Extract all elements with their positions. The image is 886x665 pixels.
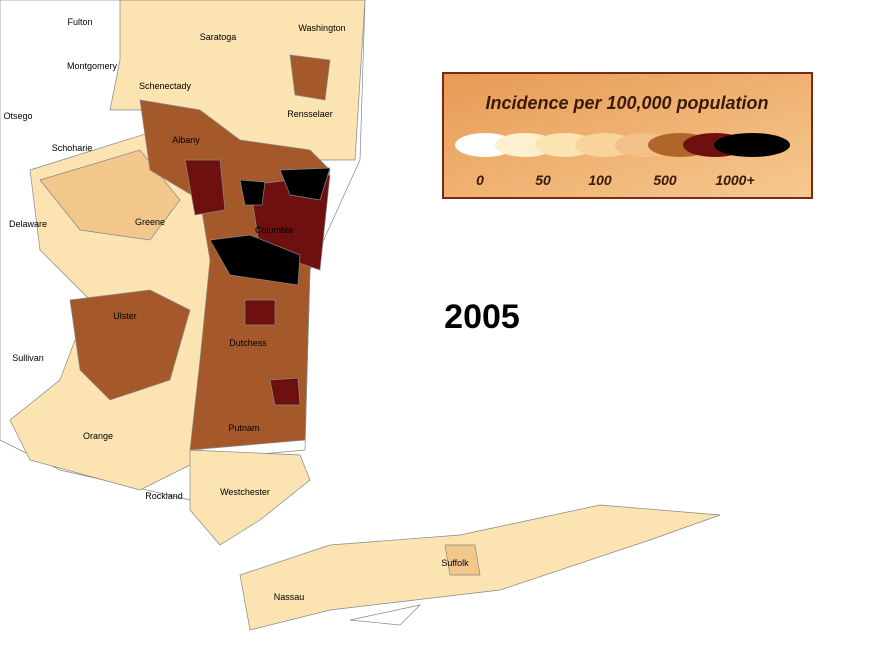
county-label: Albany bbox=[172, 135, 200, 145]
county-label: Columbia bbox=[255, 225, 293, 235]
county-label: Washington bbox=[298, 23, 345, 33]
county-label: Greene bbox=[135, 217, 165, 227]
legend-label: 50 bbox=[535, 172, 551, 188]
legend: Incidence per 100,000 population 0 50 10… bbox=[442, 72, 813, 199]
county-label: Westchester bbox=[220, 487, 270, 497]
county-label: Ulster bbox=[113, 311, 137, 321]
legend-label: 1000+ bbox=[715, 172, 754, 188]
county-label: Rensselaer bbox=[287, 109, 333, 119]
legend-label: 100 bbox=[588, 172, 612, 188]
county-label: Fulton bbox=[67, 17, 92, 27]
legend-swatch bbox=[714, 133, 790, 157]
county-label: Rockland bbox=[145, 491, 183, 501]
county-label: Dutchess bbox=[229, 338, 267, 348]
legend-label: 0 bbox=[476, 172, 484, 188]
county-label: Saratoga bbox=[200, 32, 237, 42]
map bbox=[0, 0, 721, 631]
year-title: 2005 bbox=[444, 298, 520, 336]
county-label: Otsego bbox=[3, 111, 32, 121]
county-label: Sullivan bbox=[12, 353, 44, 363]
county-labels: Fulton Saratoga Washington Montgomery Sc… bbox=[3, 17, 469, 602]
county-label: Putnam bbox=[228, 423, 259, 433]
county-label: Suffolk bbox=[441, 558, 469, 568]
county-label: Montgomery bbox=[67, 61, 118, 71]
county-label: Schenectady bbox=[139, 81, 192, 91]
legend-title: Incidence per 100,000 population bbox=[485, 93, 768, 113]
legend-label: 500 bbox=[653, 172, 677, 188]
county-label: Orange bbox=[83, 431, 113, 441]
county-label: Delaware bbox=[9, 219, 47, 229]
county-label: Nassau bbox=[274, 592, 305, 602]
county-label: Schoharie bbox=[52, 143, 93, 153]
